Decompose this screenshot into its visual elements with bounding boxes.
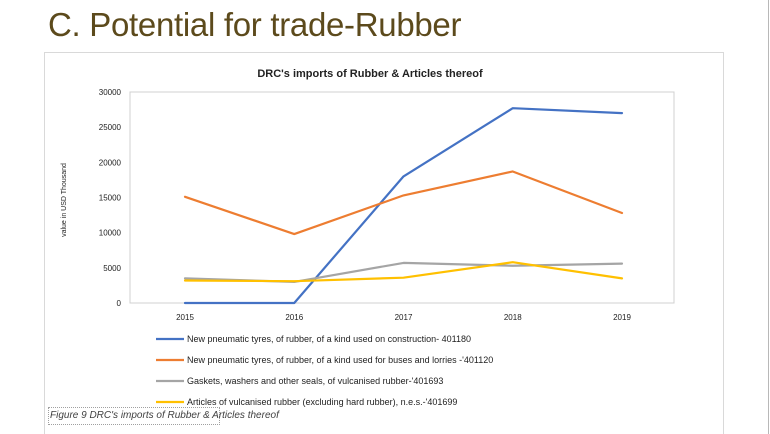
x-tick-label: 2016 [285, 313, 303, 322]
x-tick-label: 2018 [504, 313, 522, 322]
series-line-1 [183, 107, 624, 305]
chart-frame [44, 52, 724, 434]
y-tick-label: 30000 [99, 88, 122, 97]
figure-caption: Figure 9 DRC's imports of Rubber & Artic… [50, 410, 279, 421]
series-lines [183, 107, 624, 305]
legend-label-3: Gaskets, washers and other seals, of vul… [187, 376, 443, 386]
series-line-2 [183, 170, 624, 236]
y-tick-label: 0 [117, 299, 122, 308]
x-tick-label: 2015 [176, 313, 194, 322]
x-tick-label: 2019 [613, 313, 631, 322]
y-axis-label: value in USD Thousand [61, 163, 68, 237]
chart-title: DRC's imports of Rubber & Articles there… [257, 68, 483, 80]
caption-box [48, 407, 220, 425]
slide-edge-divider [768, 0, 769, 434]
legend-label-4: Articles of vulcanised rubber (excluding… [187, 397, 457, 407]
y-tick-label: 15000 [99, 194, 122, 203]
y-tick-label: 20000 [99, 158, 122, 167]
y-tick-label: 10000 [99, 229, 122, 238]
y-axis: 0 5000 10000 15000 20000 25000 30000 [99, 88, 122, 308]
y-tick-label: 5000 [103, 264, 121, 273]
legend-label-2: New pneumatic tyres, of rubber, of a kin… [187, 355, 493, 365]
slide-title: C. Potential for trade-Rubber [48, 6, 462, 43]
x-axis: 2015 2016 2017 2018 2019 [176, 313, 631, 322]
plot-area [129, 91, 675, 304]
x-tick-label: 2017 [395, 313, 413, 322]
series-line-3 [183, 261, 624, 283]
series-line-4 [183, 261, 624, 283]
y-tick-label: 25000 [99, 123, 122, 132]
legend-label-1: New pneumatic tyres, of rubber, of a kin… [187, 334, 471, 344]
legend: New pneumatic tyres, of rubber, of a kin… [156, 334, 493, 407]
